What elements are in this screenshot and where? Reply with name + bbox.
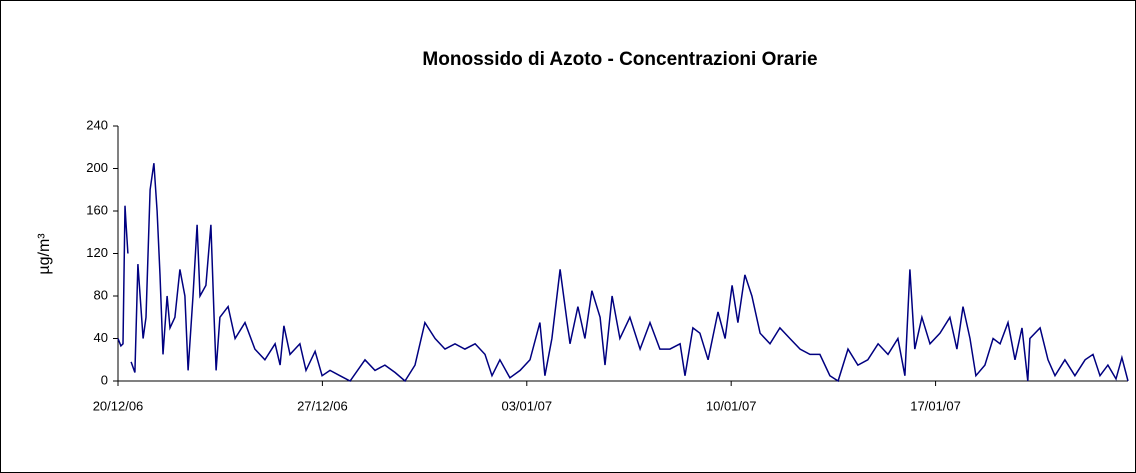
data-line — [117, 163, 1129, 383]
x-tick-label: 17/01/07 — [910, 398, 961, 413]
x-tick-label: 27/12/06 — [297, 398, 348, 413]
y-tick-label: 160 — [86, 202, 108, 217]
y-tick-label: 120 — [86, 245, 108, 260]
x-tick-label: 03/01/07 — [501, 398, 552, 413]
x-tick-label: 10/01/07 — [706, 398, 757, 413]
y-tick-label: 0 — [101, 372, 108, 387]
y-tick-label: 200 — [86, 160, 108, 175]
y-tick-label: 40 — [94, 330, 108, 345]
x-tick-label: 20/12/06 — [93, 398, 144, 413]
y-tick-label: 80 — [94, 287, 108, 302]
chart-title: Monossido di Azoto - Concentrazioni Orar… — [422, 49, 817, 70]
y-axis-label: µg/m³ — [36, 233, 53, 275]
y-tick-label: 240 — [86, 117, 108, 132]
